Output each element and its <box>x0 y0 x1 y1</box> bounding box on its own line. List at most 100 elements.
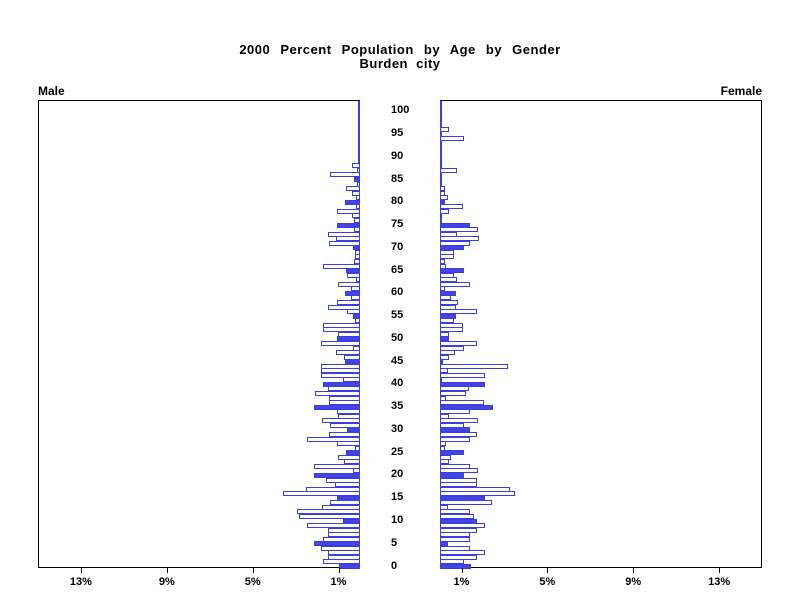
male-bar-age-82 <box>352 190 360 196</box>
female-bar-age-87 <box>440 167 457 173</box>
female-bar-age-68 <box>440 254 454 260</box>
female-bar-age-53 <box>440 322 463 328</box>
male-bar-age-40 <box>323 381 360 387</box>
female-bar-age-2 <box>440 554 477 560</box>
female-bar-age-9 <box>440 523 485 528</box>
female-bar-age-1 <box>440 559 464 565</box>
female-bar-age-79 <box>440 204 463 210</box>
male-bar-age-27 <box>337 441 360 447</box>
female-bar-age-96 <box>440 126 449 132</box>
female-bar-age-94 <box>440 136 464 141</box>
female-bar-age-45 <box>440 359 443 365</box>
male-bar-age-52 <box>323 327 360 333</box>
female-bar-age-10 <box>440 518 477 524</box>
male-bar-age-34 <box>337 409 360 415</box>
male-bar-age-70 <box>353 245 360 251</box>
female-bar-age-62 <box>440 281 470 287</box>
male-bar-age-29 <box>329 432 360 437</box>
female-bar-age-55 <box>440 313 456 319</box>
male-bar-age-77 <box>352 213 360 219</box>
male-bar-age-85 <box>354 177 360 182</box>
female-bar-age-49 <box>440 340 477 346</box>
male-bar-age-63 <box>356 277 360 283</box>
male-bar-age-55 <box>353 313 360 319</box>
female-axis-label: Female <box>720 84 762 98</box>
male-bar-age-76 <box>354 218 360 223</box>
female-bar-age-42 <box>440 372 485 378</box>
age-tick-label-0: 0 <box>391 559 398 572</box>
male-bar-age-56 <box>347 309 360 314</box>
male-bar-age-79 <box>356 204 360 210</box>
female-bar-age-69 <box>440 249 454 255</box>
male-bar-age-87 <box>357 167 360 173</box>
age-tick-label-100: 100 <box>391 104 410 117</box>
male-bar-age-80 <box>345 199 360 205</box>
female-bar-age-5 <box>440 541 448 547</box>
male-bar-age-47 <box>336 350 360 355</box>
female-bar-age-64 <box>440 272 454 278</box>
female-bar-age-30 <box>440 427 470 433</box>
male-bar-age-71 <box>329 240 360 246</box>
female-bar-age-12 <box>440 509 470 515</box>
female-plot-area <box>440 100 762 569</box>
male-bar-age-48 <box>353 345 360 351</box>
male-bar-age-9 <box>307 523 360 528</box>
male-bar-age-75 <box>337 222 360 228</box>
male-5pct-tick <box>252 568 254 573</box>
age-tick-label-60: 60 <box>391 286 404 299</box>
female-bar-age-82 <box>440 190 445 196</box>
male-bar-age-41 <box>343 377 360 383</box>
female-bar-age-21 <box>440 468 478 474</box>
age-tick-label-15: 15 <box>391 491 404 504</box>
female-bar-age-24 <box>440 454 451 460</box>
female-bar-age-33 <box>440 413 449 419</box>
male-bar-age-17 <box>306 486 360 492</box>
female-bar-age-14 <box>440 500 492 506</box>
age-tick-label-50: 50 <box>391 331 404 344</box>
female-bar-age-50 <box>440 336 449 342</box>
female-bar-age-11 <box>440 513 474 519</box>
male-bar-age-53 <box>323 322 360 328</box>
female-9pct-tick <box>633 568 635 573</box>
male-bar-age-13 <box>322 504 360 510</box>
male-bar-age-28 <box>307 436 360 442</box>
male-bar-age-11 <box>299 513 360 519</box>
female-bar-age-46 <box>440 354 449 360</box>
age-tick-label-75: 75 <box>391 218 404 230</box>
male-bar-age-66 <box>323 263 360 269</box>
female-bar-age-8 <box>440 527 477 533</box>
age-tick-label-65: 65 <box>391 263 404 276</box>
male-bar-age-73 <box>328 231 360 237</box>
female-bar-age-72 <box>440 236 479 242</box>
female-bar-age-0 <box>440 564 471 569</box>
male-bar-age-8 <box>328 527 360 533</box>
female-bar-age-59 <box>440 295 451 301</box>
female-bar-age-65 <box>440 268 464 274</box>
female-bar-age-47 <box>440 350 455 355</box>
male-bar-age-32 <box>322 418 360 424</box>
male-plot-area <box>38 100 360 569</box>
age-tick-label-30: 30 <box>391 422 404 435</box>
male-bar-age-59 <box>351 295 360 301</box>
female-bar-age-83 <box>440 186 445 192</box>
male-1pct-tick-label: 1% <box>330 576 347 588</box>
chart-title: 2000 Percent Population by Age by Gender <box>239 42 561 57</box>
female-bar-age-61 <box>440 286 445 292</box>
female-bar-age-51 <box>440 331 449 337</box>
female-bar-age-18 <box>440 482 477 487</box>
male-5pct-tick-label: 5% <box>244 576 261 588</box>
female-bar-age-19 <box>440 477 477 483</box>
female-bar-age-38 <box>440 391 466 396</box>
male-bar-age-37 <box>329 395 360 401</box>
male-13pct-tick-label: 13% <box>69 576 92 588</box>
male-bar-age-38 <box>315 391 360 396</box>
female-9pct-tick-label: 9% <box>625 576 642 588</box>
age-tick-label-10: 10 <box>391 514 404 526</box>
male-bar-age-68 <box>355 254 360 260</box>
female-1pct-tick-label: 1% <box>453 576 470 588</box>
male-bar-age-36 <box>329 400 360 406</box>
female-1pct-tick <box>461 568 463 573</box>
male-bar-age-25 <box>346 450 360 456</box>
female-bar-age-32 <box>440 418 478 424</box>
